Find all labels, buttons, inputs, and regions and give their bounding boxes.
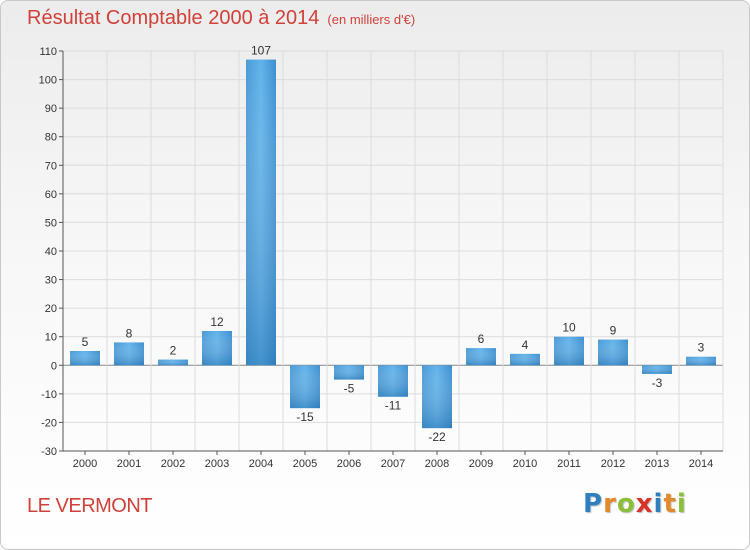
bar-shade [466, 348, 496, 366]
x-tick-label: 2006 [337, 458, 361, 470]
x-tick-label: 2009 [469, 458, 493, 470]
bar-value-label: -11 [385, 399, 402, 413]
bar-shade [642, 365, 672, 374]
bar-shade [334, 365, 364, 380]
bar-shade [422, 365, 452, 429]
y-tick-label: 80 [45, 132, 57, 144]
x-tick-label: 2003 [205, 458, 229, 470]
x-tick-label: 2014 [689, 458, 713, 470]
bar-shade [554, 336, 584, 366]
bar-shade [70, 351, 100, 366]
x-tick-label: 2013 [645, 458, 669, 470]
bar-shade [246, 59, 276, 366]
logo-letter: x [635, 489, 654, 519]
y-tick-label: 30 [45, 275, 57, 287]
y-tick-label: 40 [45, 246, 57, 258]
logo-letter: P [583, 489, 604, 519]
bar-value-label: 9 [610, 324, 617, 338]
x-tick-label: 2000 [73, 458, 97, 470]
x-tick-label: 2011 [557, 458, 581, 470]
x-tick-label: 2008 [425, 458, 449, 470]
title-text: Résultat Comptable 2000 à 2014 [27, 7, 320, 29]
bar-shade [202, 331, 232, 366]
bar-value-label: 8 [126, 326, 133, 340]
bar-shade [158, 359, 188, 366]
y-tick-label: 90 [45, 103, 57, 115]
y-tick-label: 10 [45, 332, 57, 344]
y-tick-label: 70 [45, 160, 57, 172]
x-tick-label: 2001 [117, 458, 141, 470]
bar-value-label: 4 [522, 338, 529, 352]
y-tick-label: 20 [45, 303, 57, 315]
x-tick-label: 2012 [601, 458, 625, 470]
y-tick-label: 60 [45, 189, 57, 201]
bar-shade [378, 365, 408, 397]
bar-value-label: -22 [428, 430, 446, 444]
labels: 1101009080706050403020100-10-20-30520008… [39, 44, 714, 470]
y-tick-label: 0 [51, 360, 57, 372]
bars [70, 59, 716, 429]
y-tick-label: -10 [41, 389, 57, 401]
bar-value-label: 2 [170, 344, 177, 358]
logo-letter: i [653, 489, 664, 519]
y-tick-label: 100 [39, 75, 57, 87]
logo-letter: r [603, 489, 617, 519]
x-tick-label: 2005 [293, 458, 317, 470]
commune-name: LE VERMONT [27, 495, 153, 517]
bar-value-label: 12 [210, 315, 224, 329]
bar-shade [686, 356, 716, 366]
bar-value-label: 6 [478, 332, 485, 346]
x-tick-label: 2010 [513, 458, 537, 470]
logo-letter: t [663, 489, 677, 519]
title-unit: (en milliers d'€) [327, 12, 416, 27]
bar-value-label: 3 [698, 341, 705, 355]
y-tick-label: -20 [41, 417, 57, 429]
y-tick-label: 110 [39, 46, 57, 58]
logo-letter: i [676, 489, 687, 519]
chart-title: Résultat Comptable 2000 à 2014 (en millie… [27, 7, 415, 30]
proxiti-logo: Proxiti [583, 489, 687, 519]
y-tick-label: -30 [41, 446, 57, 458]
y-tick-label: 50 [45, 217, 57, 229]
x-tick-label: 2007 [381, 458, 405, 470]
bar-value-label: 5 [82, 335, 89, 349]
bar-shade [290, 365, 320, 409]
x-tick-label: 2002 [161, 458, 185, 470]
axes [59, 50, 723, 455]
bar-value-label: -15 [296, 410, 314, 424]
bar-value-label: 10 [562, 321, 576, 335]
x-tick-label: 2004 [249, 458, 273, 470]
bar-shade [114, 342, 144, 366]
bar-shade [598, 339, 628, 366]
bar-value-label: 107 [251, 44, 271, 58]
bar-shade [510, 353, 540, 366]
logo-letter: o [616, 489, 636, 519]
bar-value-label: -5 [344, 382, 355, 396]
bar-value-label: -3 [652, 376, 663, 390]
